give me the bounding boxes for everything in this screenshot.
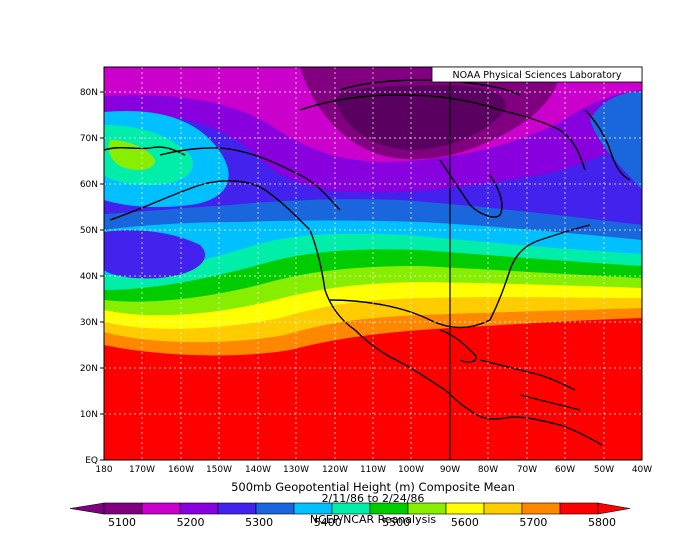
map-source: NCEP/NCAR Reanalysis <box>310 513 436 526</box>
legend-swatch <box>179 502 219 515</box>
legend-tick-label: 5700 <box>519 516 547 529</box>
lat-tick-label: 60N <box>80 180 98 190</box>
lon-tick-label: 80W <box>478 465 498 475</box>
legend-swatch <box>407 502 447 515</box>
map-date-range: 2/11/86 to 2/24/86 <box>322 492 425 505</box>
lon-tick-label: 40W <box>632 465 652 475</box>
legend-tick-label: 5300 <box>245 516 273 529</box>
legend-swatch <box>141 502 181 515</box>
contour-band-5100-low <box>335 85 506 150</box>
lon-tick-label: 110W <box>360 465 386 475</box>
legend-swatch <box>331 502 371 515</box>
lat-tick-label: 20N <box>80 364 98 374</box>
lat-tick-label: 70N <box>80 134 98 144</box>
legend-swatch <box>559 502 599 515</box>
latitude-axis: EQ 10N 20N 30N 40N 50N 60N 70N 80N <box>80 88 104 466</box>
legend-swatch <box>521 502 561 515</box>
legend-swatch <box>255 502 295 515</box>
coastlines <box>104 79 631 446</box>
lon-tick-label: 100W <box>398 465 424 475</box>
lat-tick-label: 40N <box>80 272 98 282</box>
lon-tick-label: 50W <box>594 465 614 475</box>
map-title: 500mb Geopotential Height (m) Composite … <box>231 480 515 494</box>
contour-band-pacific-trough <box>104 230 206 279</box>
legend-tick-label: 5100 <box>108 516 136 529</box>
lon-tick-label: 170W <box>129 465 155 475</box>
lat-tick-label: 50N <box>80 226 98 236</box>
legend-swatch <box>445 502 485 515</box>
map-plot-area <box>104 67 642 460</box>
legend-tick-label: 5800 <box>588 516 616 529</box>
legend-swatch <box>483 502 523 515</box>
lat-tick-label: 80N <box>80 88 98 98</box>
legend-swatch <box>369 502 409 515</box>
lon-tick-label: 90W <box>440 465 460 475</box>
credit-label: NOAA Physical Sciences Laboratory <box>453 70 622 81</box>
lat-tick-label: EQ <box>85 456 98 466</box>
legend-tick-label: 5400 <box>314 516 342 529</box>
legend-arrow-high <box>597 502 631 515</box>
contour-band-northeast-low <box>590 91 642 190</box>
credit-box <box>431 66 643 83</box>
legend-swatch <box>217 502 257 515</box>
legend-swatch <box>103 502 143 515</box>
lon-tick-label: 120W <box>322 465 348 475</box>
legend-arrow-low <box>69 502 105 515</box>
lon-tick-label: 160W <box>168 465 194 475</box>
color-legend: 5100 5200 5300 5400 5500 5600 5700 5800 <box>69 502 631 529</box>
legend-swatch <box>293 502 333 515</box>
lon-tick-label: 60W <box>555 465 575 475</box>
legend-tick-label: 5200 <box>177 516 205 529</box>
legend-tick-label: 5500 <box>382 516 410 529</box>
lon-tick-label: 70W <box>517 465 537 475</box>
lon-tick-label: 130W <box>283 465 309 475</box>
map-frame <box>103 66 643 461</box>
legend-tick-label: 5600 <box>451 516 479 529</box>
lon-tick-label: 180 <box>95 465 112 475</box>
lon-tick-label: 140W <box>245 465 271 475</box>
lon-tick-label: 150W <box>206 465 232 475</box>
map-gridlines <box>104 67 642 460</box>
lat-tick-label: 30N <box>80 318 98 328</box>
longitude-axis: 180 170W 160W 150W 140W 130W 120W 110W 1… <box>95 465 652 475</box>
lat-tick-label: 10N <box>80 410 98 420</box>
